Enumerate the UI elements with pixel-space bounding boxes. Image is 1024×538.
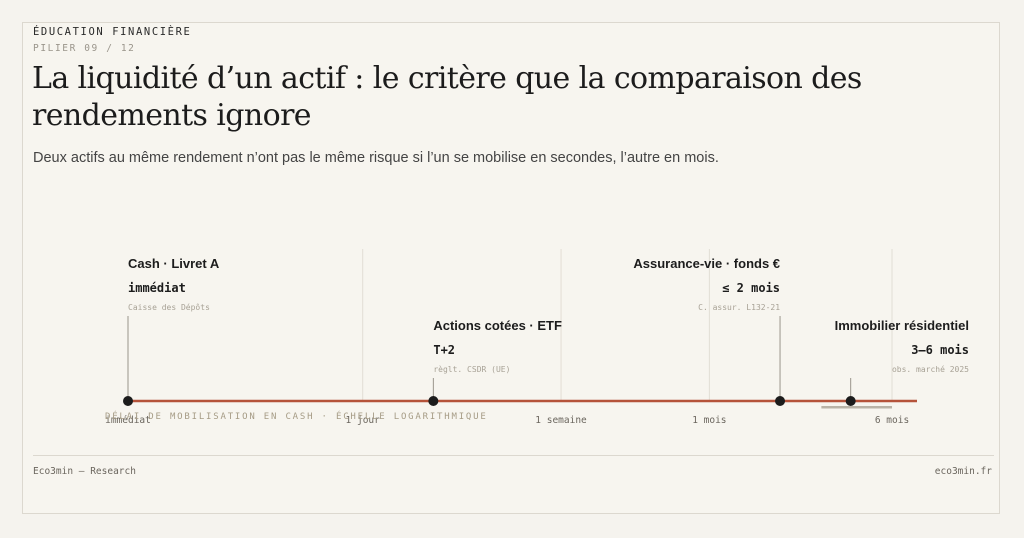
footer-url: eco3min.fr: [934, 466, 992, 477]
footer-brand: Eco3min — Research: [33, 466, 136, 477]
tick-label: 1 semaine: [535, 415, 587, 426]
tick-label: immédiat: [105, 415, 151, 426]
data-point: [428, 396, 439, 406]
point-delay-label: 3–6 mois: [911, 343, 969, 357]
pillar-counter: PILIER 09 / 12: [33, 43, 136, 54]
range-bar: [821, 406, 893, 409]
tick-label: 1 mois: [692, 415, 726, 426]
page-title: La liquidité d’un actif : le critère que…: [32, 61, 862, 133]
tick-label: 1 jour: [346, 415, 381, 426]
footer-divider: [33, 455, 994, 456]
point-source-label: Caisse des Dépôts: [128, 302, 210, 312]
data-point: [775, 396, 786, 406]
point-name-label: Actions cotées · ETF: [433, 318, 562, 333]
content-card: [22, 22, 1000, 514]
point-delay-label: T+2: [433, 343, 455, 357]
point-delay-label: ≤ 2 mois: [722, 281, 780, 295]
eyebrow-label: ÉDUCATION FINANCIÈRE: [33, 26, 192, 38]
tick-label: 6 mois: [875, 415, 909, 426]
point-source-label: règlt. CSDR (UE): [433, 364, 510, 374]
page-subtitle: Deux actifs au même rendement n’ont pas …: [33, 150, 719, 166]
point-source-label: C. assur. L132-21: [698, 303, 780, 312]
point-name-label: Cash · Livret A: [128, 256, 220, 271]
data-point: [845, 396, 856, 406]
data-point: [123, 396, 133, 406]
axis-caption: DÉLAI DE MOBILISATION EN CASH · ÉCHELLE …: [105, 412, 488, 422]
point-name-label: Assurance-vie · fonds €: [633, 256, 780, 271]
point-delay-label: immédiat: [128, 281, 186, 295]
point-name-label: Immobilier résidentiel: [835, 318, 969, 333]
point-source-label: obs. marché 2025: [892, 364, 969, 374]
